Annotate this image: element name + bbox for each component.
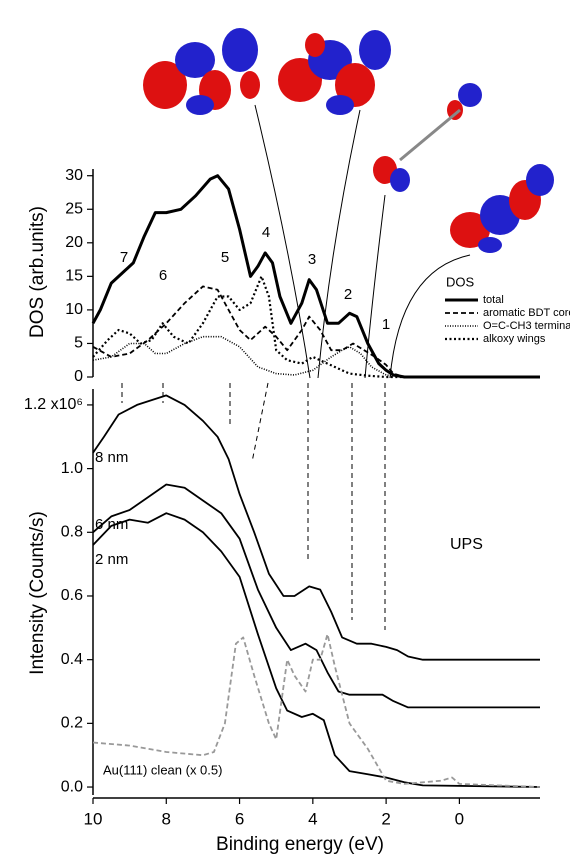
annotation: UPS <box>450 536 483 553</box>
data-line <box>93 485 540 708</box>
x-tick-label: 8 <box>162 809 171 828</box>
y-tick-label: 30 <box>65 167 83 184</box>
y-tick-label: 0.4 <box>61 651 83 668</box>
peak-label: 7 <box>120 249 128 266</box>
y-tick-label: 0 <box>74 368 83 385</box>
x-axis-title: Binding energy (eV) <box>216 834 384 855</box>
y-tick-label: 0.8 <box>61 524 83 541</box>
data-line <box>93 395 540 659</box>
peak-label: 5 <box>221 249 229 266</box>
peak-label: 2 <box>344 286 352 303</box>
x-tick-label: 6 <box>235 809 244 828</box>
x-tick-label: 2 <box>381 809 390 828</box>
orbital-connectors <box>255 105 470 378</box>
orbital-4 <box>450 164 554 253</box>
series-label: 6 nm <box>95 516 128 533</box>
x-tick-label: 4 <box>308 809 317 828</box>
peak-label: 6 <box>159 267 167 284</box>
peak-label: 4 <box>262 224 270 241</box>
orbital-2 <box>278 30 391 115</box>
figure: DOS (arb.units) Intensity (Counts/s) Bin… <box>0 0 570 860</box>
y-tick-label: 0.6 <box>61 587 83 604</box>
series-label: 2 nm <box>95 551 128 568</box>
orbital-3 <box>373 83 482 192</box>
series-label: Au(111) clean (x 0.5) <box>103 762 222 777</box>
y-tick-label: 1.0 <box>61 460 83 477</box>
y-tick-label: 25 <box>65 200 83 217</box>
y-tick-label: 15 <box>65 268 83 285</box>
y-axis-title: DOS (arb.units) <box>27 206 48 338</box>
x-tick-label: 10 <box>84 809 103 828</box>
y-tick-label: 5 <box>74 335 83 352</box>
y-tick-label: 20 <box>65 234 83 251</box>
series-label: 8 nm <box>95 449 128 466</box>
legend-label: total <box>483 294 504 306</box>
legend-label: aromatic BDT core <box>483 307 570 319</box>
y-tick-label: 0.2 <box>61 715 83 732</box>
data-line <box>93 337 540 377</box>
y-tick-label: 0.0 <box>61 778 83 795</box>
legend-title: DOS <box>446 274 475 289</box>
peak-label: 1 <box>382 316 390 333</box>
peak-label: 3 <box>308 251 316 268</box>
y-tick-label: 1.2 x10⁶ <box>24 396 83 413</box>
y-tick-label: 10 <box>65 301 83 318</box>
orbital-1 <box>143 28 260 115</box>
x-tick-label: 0 <box>455 809 464 828</box>
connector <box>252 383 268 462</box>
legend-label: O=C-CH3 terminals <box>483 320 570 332</box>
y-axis-title: Intensity (Counts/s) <box>27 511 48 675</box>
legend-label: alkoxy wings <box>483 333 546 345</box>
